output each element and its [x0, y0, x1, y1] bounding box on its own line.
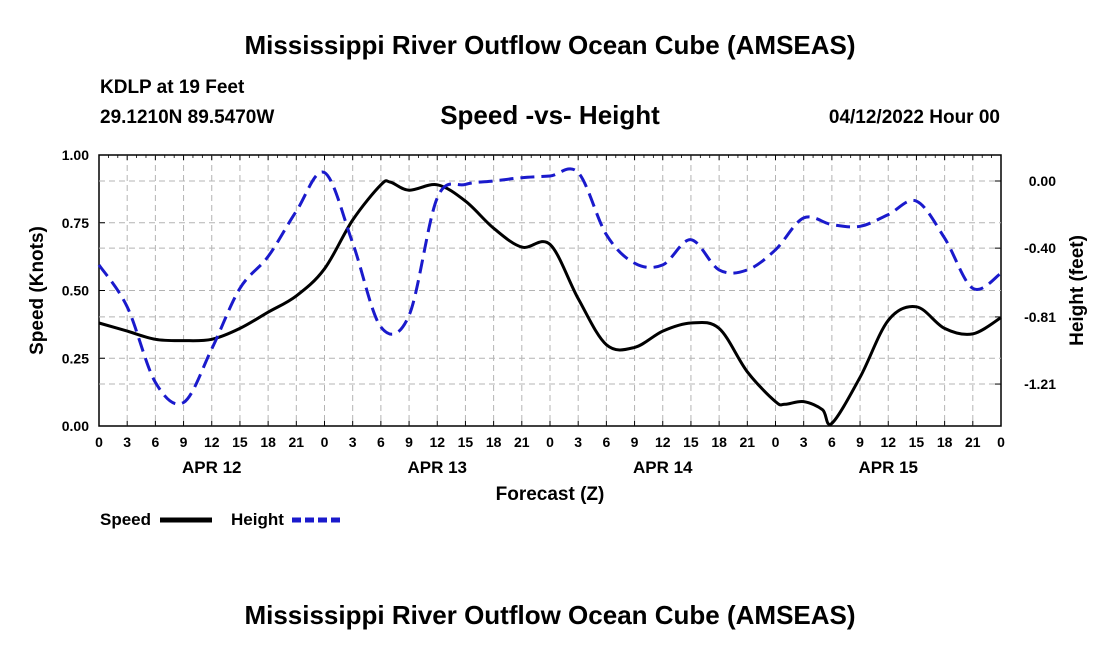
- x-tick-label: 15: [458, 434, 474, 450]
- y-tick-label: 1.00: [62, 147, 89, 163]
- y2-tick-label: -0.81: [1024, 309, 1056, 325]
- x-tick-label: 18: [711, 434, 727, 450]
- x-tick-label: 21: [965, 434, 981, 450]
- footer-title: Mississippi River Outflow Ocean Cube (AM…: [244, 600, 856, 630]
- x-tick-label: 3: [349, 434, 357, 450]
- x-tick-label: 12: [880, 434, 896, 450]
- coordinates-label: 29.1210N 89.5470W: [100, 107, 275, 128]
- x-tick-label: 0: [546, 434, 554, 450]
- grid: [99, 155, 1001, 426]
- x-tick-label: 0: [997, 434, 1005, 450]
- day-label: APR 13: [407, 458, 467, 477]
- x-tick-label: 21: [514, 434, 530, 450]
- x-tick-label: 18: [486, 434, 502, 450]
- x-tick-label: 3: [574, 434, 582, 450]
- x-tick-label: 12: [204, 434, 220, 450]
- series: [97, 167, 1002, 426]
- x-tick-label: 3: [123, 434, 131, 450]
- x-tick-label: 18: [937, 434, 953, 450]
- y-tick-label: 0.75: [62, 215, 89, 231]
- y2-axis-title: Height (feet): [1067, 235, 1088, 346]
- day-label: APR 15: [858, 458, 918, 477]
- x-tick-label: 6: [377, 434, 385, 450]
- x-tick-label: 9: [180, 434, 188, 450]
- height-series-line: [97, 167, 1002, 406]
- y2-tick-label: 0.00: [1029, 173, 1056, 189]
- x-tick-label: 0: [321, 434, 329, 450]
- y-tick-label: 0.50: [62, 283, 89, 299]
- y2-tick-label: -0.40: [1024, 240, 1056, 256]
- legend-speed-label: Speed: [100, 510, 152, 529]
- x-tick-label: 9: [856, 434, 864, 450]
- y-tick-label: 0.00: [62, 418, 89, 434]
- speed-series-line: [98, 179, 1002, 426]
- x-tick-label: 0: [95, 434, 103, 450]
- x-tick-label: 15: [683, 434, 699, 450]
- y2-tick-label: -1.21: [1024, 376, 1056, 392]
- station-label: KDLP at 19 Feet: [100, 77, 245, 98]
- day-label: APR 12: [182, 458, 242, 477]
- chart-title: Mississippi River Outflow Ocean Cube (AM…: [244, 30, 856, 60]
- x-tick-label: 15: [232, 434, 248, 450]
- x-tick-label: 21: [289, 434, 305, 450]
- y-axis-title: Speed (Knots): [27, 226, 48, 355]
- x-tick-label: 6: [828, 434, 836, 450]
- x-tick-label: 6: [151, 434, 159, 450]
- x-tick-label: 12: [429, 434, 445, 450]
- x-tick-label: 0: [772, 434, 780, 450]
- chart-subtitle: Speed -vs- Height: [440, 100, 660, 130]
- x-tick-label: 6: [602, 434, 610, 450]
- x-tick-label: 21: [740, 434, 756, 450]
- forecast-date: 04/12/2022 Hour 00: [828, 107, 1000, 128]
- x-tick-label: 15: [909, 434, 925, 450]
- x-axis-title: Forecast (Z): [496, 484, 605, 505]
- x-tick-label: 3: [800, 434, 808, 450]
- y-tick-label: 0.25: [62, 350, 89, 366]
- x-tick-label: 18: [260, 434, 276, 450]
- x-tick-label: 9: [631, 434, 639, 450]
- day-label: APR 14: [633, 458, 693, 477]
- x-tick-label: 12: [655, 434, 671, 450]
- x-tick-label: 9: [405, 434, 413, 450]
- axes: 0 3 6 9 12 15 18 21 0 3 6 9 12 15 18 21 0 3 6 9 12 15 18 21 0 3 6 9…: [27, 147, 1088, 505]
- legend-height-label: Height: [231, 510, 284, 529]
